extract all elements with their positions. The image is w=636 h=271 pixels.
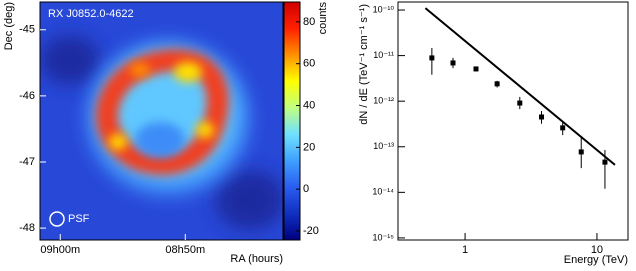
colorbar-label: counts [317,2,329,35]
annotation: PSF [68,213,90,225]
fit-line [424,7,616,166]
y-tick-label: 10⁻¹¹ [373,50,394,60]
colorbar-tick-label: -20 [303,225,319,237]
x-tick-label: 1 [462,244,468,256]
chart-title: RX J0852.0-4622 [48,8,134,20]
data-point [578,149,584,155]
colorbar-tick-label: 0 [303,183,309,195]
y-tick-label: -46 [19,90,35,102]
colorbar [283,1,301,241]
y-tick-label: 10⁻¹⁰ [373,4,395,14]
y-tick-label: -45 [19,24,35,36]
y-tick-label: 10⁻¹³ [373,141,394,151]
x-axis-label: Energy (TeV) [564,254,628,266]
colorbar-tick-label: 80 [303,16,315,28]
psf-circle [49,211,65,227]
y-tick-label: 10⁻¹² [373,96,394,106]
data-point [517,100,523,106]
y-tick-label: 10⁻¹⁵ [373,232,395,242]
y-axis-label: dN / dE (TeV⁻¹ cm⁻¹ s⁻¹) [358,4,370,125]
x-axis-label: RA (hours) [230,253,283,265]
map-frame [39,1,284,241]
plot-frame [397,1,629,241]
colorbar-tick-label: 20 [303,141,315,153]
y-tick-label: -48 [19,222,35,234]
data-point [473,66,479,72]
y-tick-label: -47 [19,156,35,168]
x-tick-label: 10 [591,244,603,256]
data-point [560,125,566,131]
y-axis-label: Dec (deg) [3,2,15,50]
colorbar-tick-label: 40 [303,99,315,111]
data-point [602,159,608,165]
x-tick-label: 09h00m [40,244,80,256]
data-point [539,114,545,120]
data-point [494,81,500,87]
sky-map [40,2,283,240]
y-tick-label: 10⁻¹⁴ [372,187,394,197]
data-point [429,55,435,61]
x-tick-label: 08h50m [165,244,205,256]
data-point [450,60,456,66]
colorbar-tick-label: 60 [303,58,315,70]
